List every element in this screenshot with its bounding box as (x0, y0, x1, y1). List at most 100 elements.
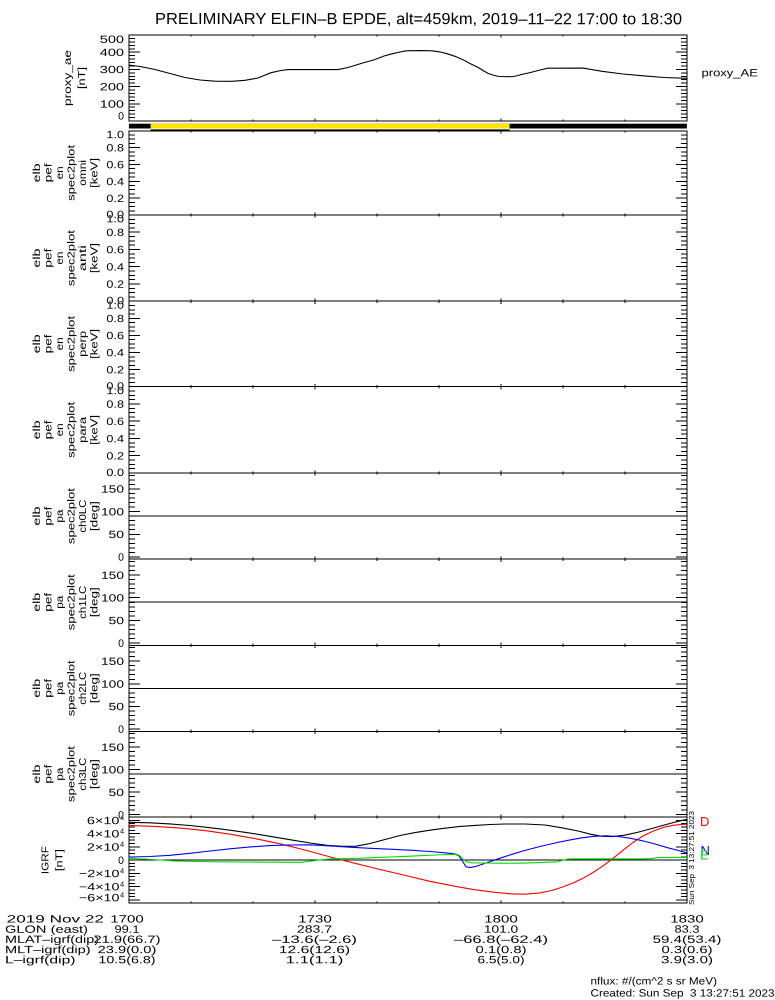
svg-text:500: 500 (100, 34, 124, 46)
svg-text:23.9(0.0): 23.9(0.0) (98, 944, 157, 956)
svg-text:0.2: 0.2 (106, 364, 124, 376)
svg-text:6×10: 6×10 (87, 815, 120, 827)
svg-text:400: 400 (100, 47, 124, 59)
svg-text:PRELIMINARY ELFIN–B EPDE, alt=: PRELIMINARY ELFIN–B EPDE, alt=459km, 201… (155, 11, 682, 28)
svg-text:elb: elb (31, 506, 43, 525)
svg-text:anti: anti (77, 245, 89, 271)
svg-text:0.0: 0.0 (106, 467, 124, 479)
svg-text:[keV]: [keV] (89, 243, 101, 273)
svg-text:[nT]: [nT] (76, 67, 88, 89)
svg-text:1.1(1.1): 1.1(1.1) (286, 954, 344, 966)
svg-text:0.6: 0.6 (106, 159, 124, 171)
svg-text:0: 0 (118, 724, 124, 736)
svg-text:0.6: 0.6 (106, 330, 124, 342)
svg-text:–66.8(–62.4): –66.8(–62.4) (454, 934, 548, 946)
svg-text:100: 100 (101, 764, 124, 776)
svg-text:MLAT–igrf(dip): MLAT–igrf(dip) (5, 934, 99, 946)
svg-text:1.0: 1.0 (106, 385, 124, 397)
svg-text:−6×10: −6×10 (79, 892, 120, 904)
svg-text:spec2plot: spec2plot (66, 488, 78, 544)
svg-text:MLT–igrf(dip): MLT–igrf(dip) (5, 944, 91, 956)
svg-text:D: D (700, 814, 709, 829)
svg-text:para: para (77, 417, 89, 443)
svg-text:0.8: 0.8 (106, 399, 124, 411)
svg-text:100: 100 (100, 99, 124, 111)
svg-text:spec2plot: spec2plot (66, 574, 78, 630)
svg-text:pef: pef (43, 163, 55, 182)
svg-text:150: 150 (101, 484, 124, 496)
svg-text:283.7: 283.7 (297, 924, 332, 936)
svg-text:1.0: 1.0 (106, 213, 124, 225)
svg-text:59.4(53.4): 59.4(53.4) (653, 934, 722, 946)
svg-text:2×10: 2×10 (87, 842, 120, 854)
svg-text:4×10: 4×10 (87, 828, 120, 840)
svg-text:0.4: 0.4 (106, 176, 124, 188)
svg-text:pef: pef (43, 334, 55, 353)
svg-text:pa: pa (54, 509, 66, 522)
svg-text:spec2plot: spec2plot (66, 660, 78, 716)
svg-text:pa: pa (54, 596, 66, 609)
svg-text:1.0: 1.0 (106, 300, 124, 312)
svg-text:en: en (54, 337, 66, 350)
svg-text:spec2plot: spec2plot (66, 145, 78, 201)
svg-text:[deg]: [deg] (89, 501, 101, 531)
svg-text:0.4: 0.4 (106, 261, 124, 273)
svg-text:proxy_AE: proxy_AE (701, 67, 757, 79)
svg-text:150: 150 (101, 570, 124, 582)
svg-text:0.2: 0.2 (106, 279, 124, 291)
svg-text:spec2plot: spec2plot (66, 402, 78, 458)
svg-text:0.6: 0.6 (106, 416, 124, 428)
svg-text:ch1LC: ch1LC (77, 585, 89, 618)
svg-text:100: 100 (101, 592, 124, 604)
svg-text:300: 300 (100, 64, 124, 76)
svg-text:1700: 1700 (110, 913, 144, 925)
svg-text:0.2: 0.2 (106, 193, 124, 205)
svg-text:proxy_ae: proxy_ae (62, 50, 74, 106)
svg-text:100: 100 (101, 506, 124, 518)
svg-text:50: 50 (108, 615, 124, 627)
svg-text:−4×10: −4×10 (79, 881, 120, 893)
svg-text:0: 0 (118, 110, 124, 122)
svg-text:83.3: 83.3 (674, 924, 699, 936)
svg-text:en: en (54, 166, 66, 179)
svg-text:150: 150 (101, 656, 124, 668)
svg-text:[deg]: [deg] (89, 587, 101, 617)
svg-text:150: 150 (101, 742, 124, 754)
svg-text:omni: omni (77, 160, 89, 186)
svg-text:4: 4 (120, 891, 124, 900)
svg-text:−2×10: −2×10 (79, 868, 120, 880)
svg-text:50: 50 (108, 529, 124, 541)
svg-text:10.5(6.8): 10.5(6.8) (98, 954, 155, 966)
svg-text:ch3LC: ch3LC (77, 757, 89, 790)
svg-text:pef: pef (43, 679, 55, 698)
svg-text:99.1: 99.1 (114, 924, 139, 936)
svg-text:E: E (700, 848, 709, 863)
svg-text:0.0: 0.0 (106, 295, 124, 307)
svg-text:200: 200 (100, 81, 124, 93)
svg-text:Created: Sun Sep 3 13:27:51 2: Created: Sun Sep 3 13:27:51 2023 (590, 988, 774, 1000)
svg-text:pef: pef (43, 593, 55, 612)
svg-text:ch2LC: ch2LC (77, 671, 89, 704)
svg-text:6.5(5.0): 6.5(5.0) (477, 954, 524, 966)
svg-text:0.3(0.6): 0.3(0.6) (661, 944, 712, 956)
svg-text:0.0: 0.0 (106, 209, 124, 221)
svg-text:–13.6(–2.6): –13.6(–2.6) (272, 934, 357, 946)
svg-text:pa: pa (54, 682, 66, 695)
svg-text:1800: 1800 (484, 913, 518, 925)
svg-text:4: 4 (120, 827, 124, 836)
svg-text:0.6: 0.6 (106, 244, 124, 256)
svg-text:0.2: 0.2 (106, 450, 124, 462)
svg-text:0.8: 0.8 (106, 227, 124, 239)
svg-text:0.8: 0.8 (106, 142, 124, 154)
svg-text:pef: pef (43, 420, 55, 439)
svg-text:ch0LC: ch0LC (77, 499, 89, 532)
svg-text:[keV]: [keV] (89, 329, 101, 359)
svg-text:elb: elb (31, 334, 43, 353)
svg-text:4: 4 (120, 880, 124, 889)
svg-text:GLON (east): GLON (east) (5, 924, 88, 936)
svg-text:elb: elb (31, 163, 43, 182)
svg-text:2019 Nov 22: 2019 Nov 22 (7, 914, 105, 926)
svg-text:perp: perp (77, 331, 89, 357)
svg-text:N: N (700, 843, 709, 858)
svg-text:elb: elb (31, 420, 43, 439)
